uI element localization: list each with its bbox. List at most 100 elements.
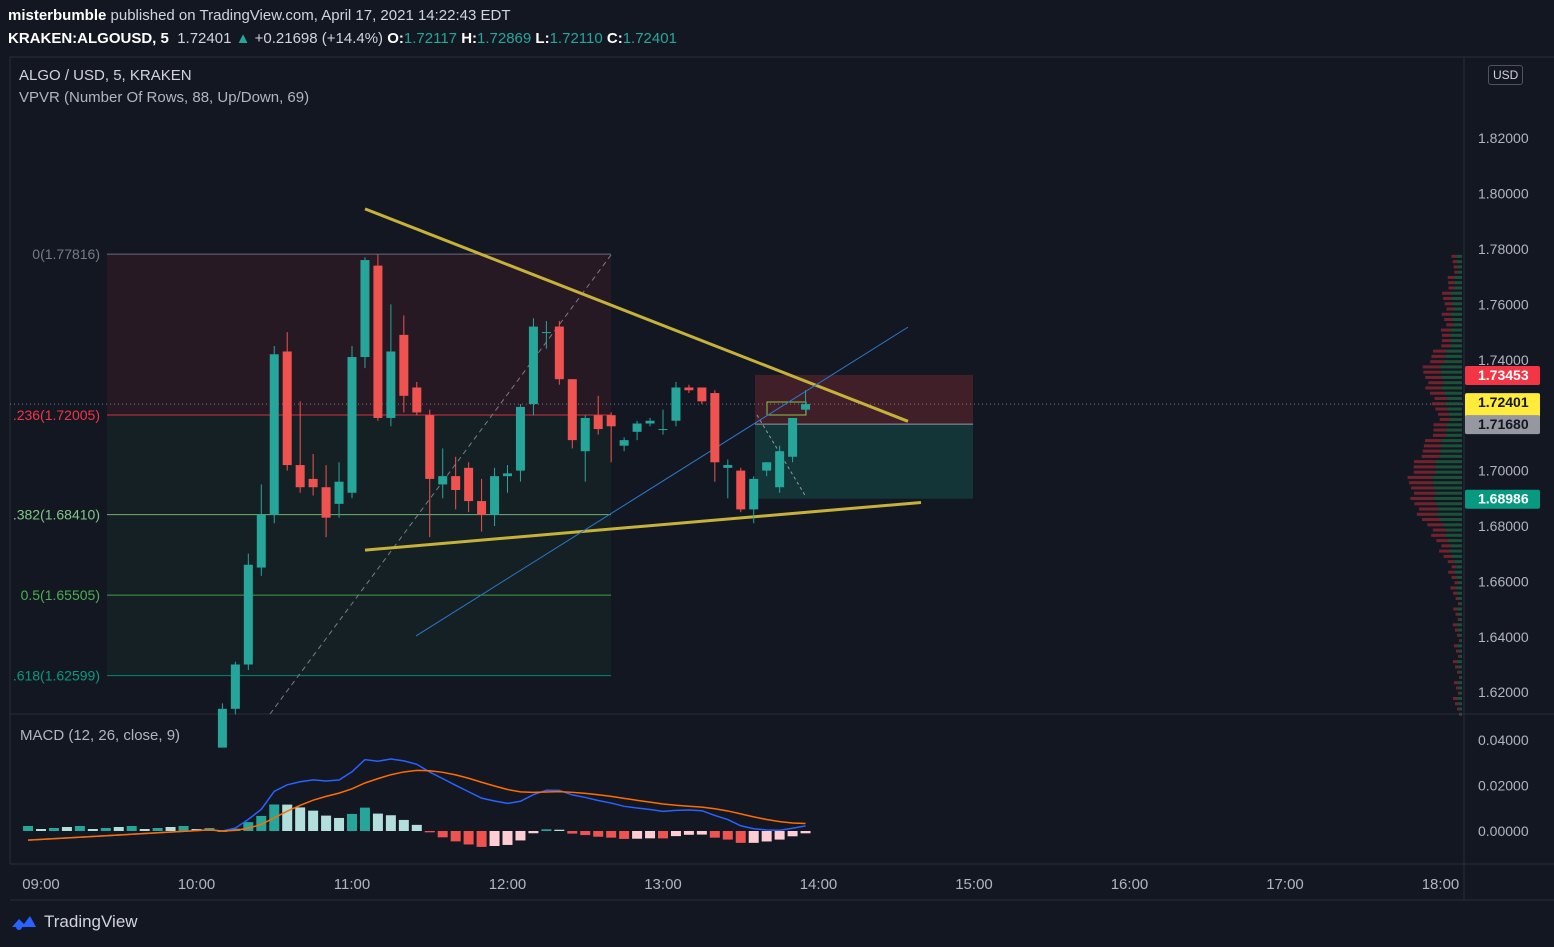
- vpvr-up-bar: [1435, 470, 1462, 474]
- vpvr-up-bar: [1456, 623, 1462, 627]
- vpvr-up-bar: [1457, 581, 1462, 585]
- vpvr-down-bar: [1436, 539, 1448, 543]
- vpvr-up-bar: [1458, 628, 1462, 632]
- candle-body: [684, 387, 694, 391]
- candle-body: [619, 440, 629, 446]
- vpvr-down-bar: [1448, 570, 1455, 574]
- symbol-label[interactable]: KRAKEN:ALGOUSD, 5: [8, 30, 169, 47]
- vpvr-up-bar: [1451, 296, 1462, 300]
- vpvr-down-bar: [1413, 465, 1436, 469]
- candle-body: [503, 473, 512, 477]
- candle-body: [373, 265, 383, 418]
- candle-body: [593, 415, 603, 430]
- vpvr-up-bar: [1453, 307, 1462, 311]
- vpvr-down-bar: [1451, 575, 1457, 579]
- vpvr-down-bar: [1441, 544, 1451, 548]
- candle-body: [541, 332, 551, 334]
- vpvr-up-bar: [1437, 512, 1462, 516]
- time-tick: 14:00: [800, 876, 838, 893]
- author-name[interactable]: misterbumble: [8, 7, 107, 24]
- vpvr-up-bar: [1452, 302, 1462, 306]
- macd-histogram-bar: [347, 813, 357, 831]
- candle-body: [412, 387, 422, 413]
- vpvr-down-bar: [1441, 333, 1451, 337]
- macd-histogram-bar: [748, 831, 759, 843]
- vpvr-up-bar: [1450, 333, 1462, 337]
- vpvr-down-bar: [1451, 565, 1457, 569]
- currency-badge[interactable]: USD: [1488, 65, 1524, 85]
- vpvr-down-bar: [1458, 675, 1461, 679]
- vpvr-up-bar: [1460, 675, 1462, 679]
- macd-histogram-bar: [437, 831, 448, 838]
- macd-histogram-bar: [126, 826, 137, 831]
- macd-histogram-bar: [632, 831, 643, 839]
- vpvr-up-bar: [1457, 607, 1462, 611]
- vpvr-down-bar: [1425, 439, 1442, 443]
- candle-body: [580, 417, 590, 452]
- fib-level-label: .618(1.62599): [13, 668, 100, 684]
- macd-histogram-bar: [113, 827, 124, 831]
- candle-body: [710, 393, 720, 463]
- vpvr-up-bar: [1450, 344, 1462, 348]
- candle-body: [632, 423, 642, 432]
- candle-body: [528, 326, 538, 405]
- vpvr-up-bar: [1435, 502, 1462, 506]
- vpvr-down-bar: [1453, 591, 1458, 595]
- vpvr-up-bar: [1446, 396, 1462, 400]
- vpvr-down-bar: [1457, 707, 1460, 711]
- macd-tick: 0.00000: [1478, 823, 1529, 839]
- time-tick: 10:00: [178, 876, 216, 893]
- candle-body: [347, 357, 357, 493]
- candle-body: [308, 478, 318, 488]
- macd-histogram-bar: [411, 824, 422, 831]
- macd-histogram-bar: [334, 817, 345, 831]
- vpvr-up-bar: [1455, 586, 1462, 590]
- vpvr-down-bar: [1413, 470, 1436, 474]
- vpvr-down-bar: [1416, 512, 1438, 516]
- close-label: C:: [606, 30, 623, 47]
- vpvr-up-bar: [1433, 496, 1462, 500]
- time-tick: 13:00: [644, 876, 682, 893]
- tradingview-logo: TradingView: [10, 912, 138, 932]
- vpvr-down-bar: [1453, 681, 1458, 685]
- vpvr-down-bar: [1456, 670, 1460, 674]
- target-zone: [755, 424, 973, 499]
- vpvr-up-bar: [1457, 270, 1462, 274]
- vpvr-down-bar: [1435, 407, 1448, 411]
- candle-body: [334, 481, 344, 504]
- candle-body: [321, 487, 331, 518]
- vpvr-down-bar: [1447, 560, 1455, 564]
- vpvr-down-bar: [1413, 491, 1436, 495]
- vpvr-up-bar: [1447, 407, 1462, 411]
- candle-body: [360, 260, 370, 358]
- vpvr-down-bar: [1431, 402, 1446, 406]
- vpvr-down-bar: [1452, 623, 1457, 627]
- macd-histogram-bar: [528, 831, 539, 834]
- vpvr-down-bar: [1439, 549, 1450, 553]
- signal-line: [27, 769, 806, 841]
- low-label: L:: [535, 30, 550, 47]
- candle-body: [217, 708, 227, 748]
- price-tag-text: 1.68986: [1478, 491, 1529, 507]
- macd-histogram-bar: [683, 831, 694, 835]
- price-change: +0.21698 (+14.4%): [254, 30, 384, 47]
- macd-histogram-bar: [256, 815, 267, 831]
- fib-level-label: 0.5(1.65505): [21, 587, 100, 603]
- macd-histogram-bar: [593, 831, 604, 837]
- macd-legend: MACD (12, 26, close, 9): [20, 727, 181, 744]
- candle-body: [749, 478, 759, 510]
- vpvr-up-bar: [1450, 339, 1462, 343]
- vpvr-down-bar: [1410, 496, 1434, 500]
- macd-histogram-bar: [165, 827, 176, 831]
- candle-body: [606, 415, 616, 427]
- macd-histogram-bar: [554, 829, 565, 831]
- candle-body: [723, 465, 733, 468]
- vpvr-up-bar: [1450, 544, 1462, 548]
- vpvr-up-bar: [1435, 460, 1462, 464]
- candle-body: [256, 514, 266, 568]
- macd-histogram-bar: [645, 831, 656, 839]
- vpvr-up-bar: [1456, 575, 1462, 579]
- price-tick: 1.70000: [1478, 463, 1529, 479]
- vpvr-up-bar: [1446, 433, 1462, 437]
